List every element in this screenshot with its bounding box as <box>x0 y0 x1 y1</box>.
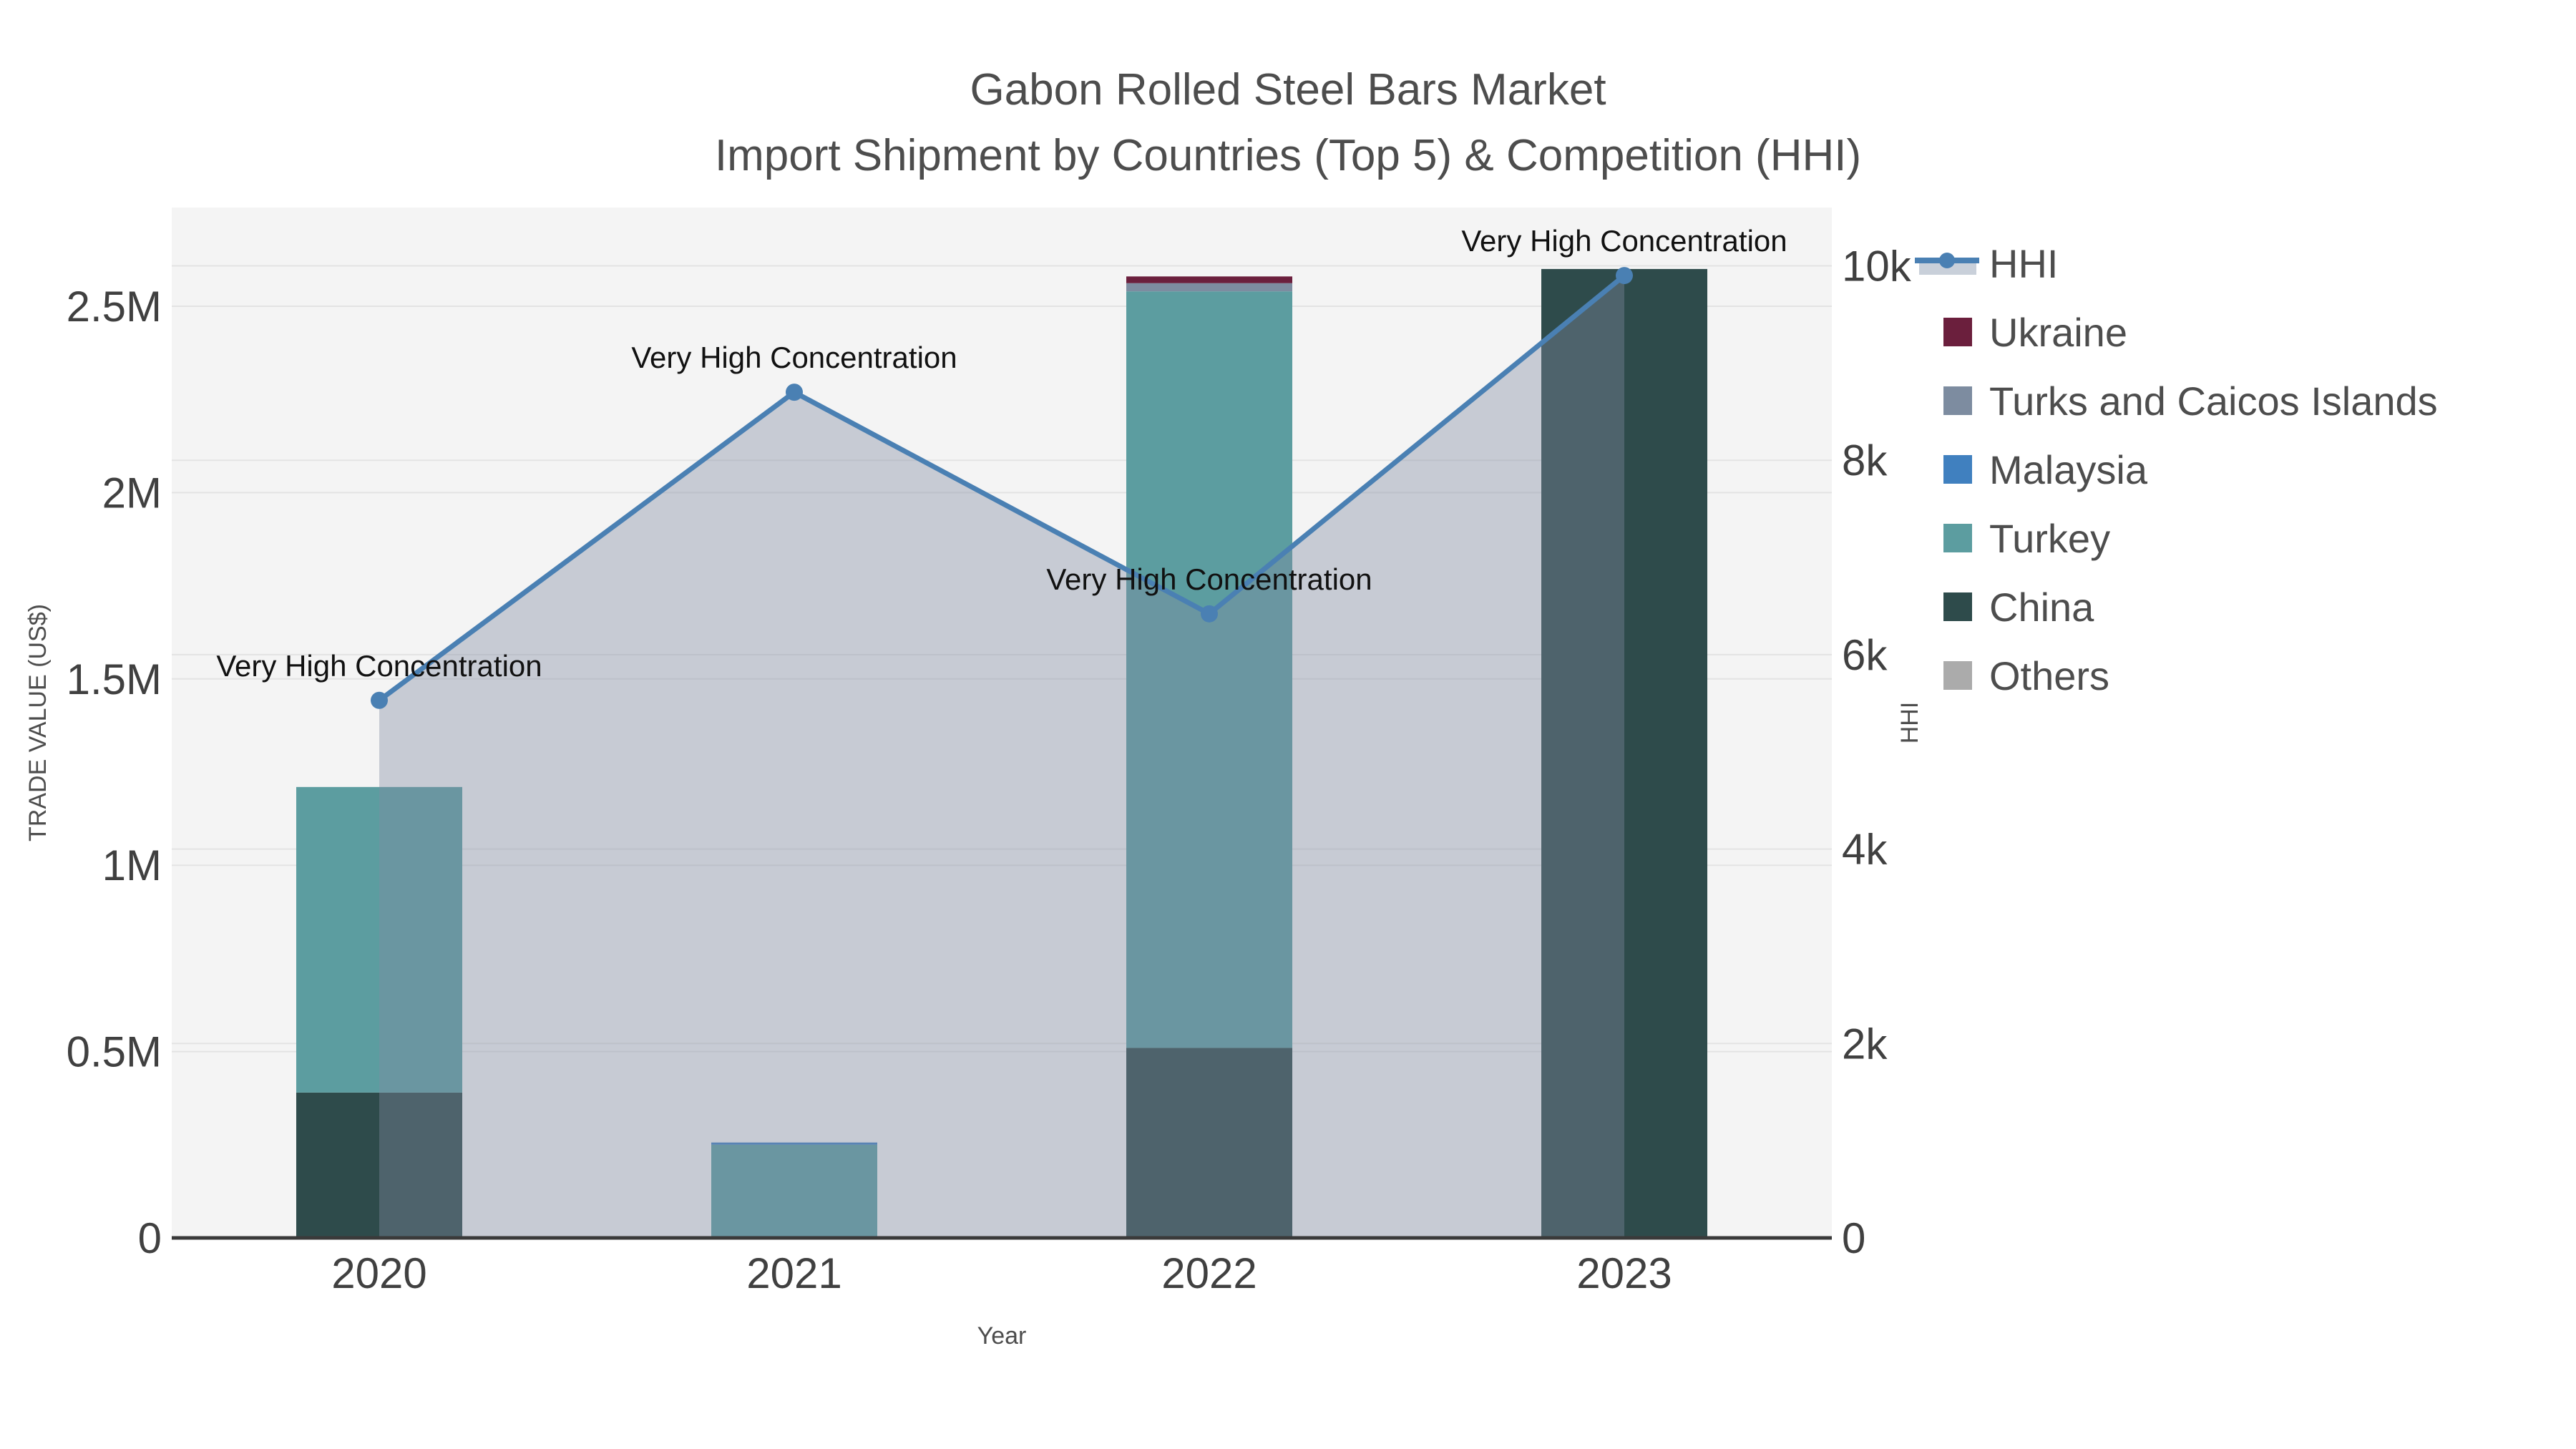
x-axis-title: Year <box>977 1322 1027 1350</box>
legend-label: China <box>1989 585 2094 630</box>
hhi-line <box>377 273 1626 703</box>
bar-segment-china-2020 <box>296 1092 462 1238</box>
legend-item-ukraine[interactable]: Ukraine <box>1943 310 2127 355</box>
left-axis-tick-1M: 1M <box>102 841 162 889</box>
legend-label: Malaysia <box>1989 447 2148 492</box>
legend-label: HHI <box>1989 241 2058 286</box>
left-axis-tick-0: 0 <box>138 1214 162 1262</box>
legend: HHI Ukraine Turks and Caicos Islands Malays… <box>1915 241 2438 698</box>
hhi-marker-2023 <box>1616 267 1633 285</box>
hhi-area-fill <box>379 275 1624 1238</box>
right-axis-tick-8k: 8k <box>1842 436 1888 484</box>
left-axis-tick-1.5M: 1.5M <box>67 655 162 703</box>
x-axis-tick-2023: 2023 <box>1576 1249 1672 1297</box>
legend-color-swatch <box>1943 661 1972 690</box>
right-axis-tick-2k: 2k <box>1842 1020 1888 1068</box>
legend-color-swatch <box>1943 318 1972 346</box>
right-axis-tick-0: 0 <box>1842 1214 1865 1262</box>
axis-tick-labels: 0 0.5M 1M 1.5M 2M 2.5M 0 2k 4k 6k 8k 10k 2020 2021 202… <box>67 243 1912 1297</box>
annotation-2023: Very High Concentration <box>1461 224 1787 258</box>
legend-item-malaysia[interactable]: Malaysia <box>1943 447 2148 492</box>
chart-title-line1: Gabon Rolled Steel Bars Market <box>970 65 1606 114</box>
chart-title-line2: Import Shipment by Countries (Top 5) & C… <box>715 131 1861 180</box>
bar-segment-turkey-2021 <box>711 1144 877 1238</box>
right-axis-tick-6k: 6k <box>1842 631 1888 679</box>
legend-color-swatch <box>1943 455 1972 484</box>
legend-label: Turkey <box>1989 516 2110 561</box>
x-axis-tick-2022: 2022 <box>1161 1249 1257 1297</box>
hhi-marker-2020 <box>371 691 388 709</box>
annotation-2020: Very High Concentration <box>216 649 542 683</box>
right-axis-title: HHI <box>1896 702 1923 744</box>
legend-color-swatch <box>1943 524 1972 552</box>
hhi-marker-2021 <box>786 384 803 401</box>
bar-segment-turks-and-caicos-islands-2022 <box>1126 283 1292 292</box>
legend-color-swatch <box>1943 386 1972 415</box>
right-axis-tick-10k: 10k <box>1842 243 1912 291</box>
legend-color-swatch <box>1943 592 1972 621</box>
right-axis-tick-4k: 4k <box>1842 826 1888 874</box>
legend-item-turkey[interactable]: Turkey <box>1943 516 2110 561</box>
legend-label: Turks and Caicos Islands <box>1989 379 2438 424</box>
stacked-bars <box>296 268 1707 1238</box>
legend-item-turks-and-caicos-islands[interactable]: Turks and Caicos Islands <box>1943 379 2438 424</box>
bar-segment-turkey-2022 <box>1126 291 1292 1048</box>
annotation-2021: Very High Concentration <box>631 341 957 374</box>
bar-segment-ukraine-2022 <box>1126 276 1292 283</box>
legend-hhi-marker-swatch <box>1939 253 1955 268</box>
legend-label: Others <box>1989 653 2109 698</box>
legend-item-china[interactable]: China <box>1943 585 2094 630</box>
left-axis-title: TRADE VALUE (US$) <box>24 604 52 841</box>
bar-segment-china-2023 <box>1541 268 1707 1238</box>
left-axis-tick-2M: 2M <box>102 469 162 517</box>
x-axis-tick-2021: 2021 <box>746 1249 841 1297</box>
hhi-line-layer <box>371 267 1633 1238</box>
x-axis-tick-2020: 2020 <box>331 1249 426 1297</box>
bar-segment-china-2022 <box>1126 1048 1292 1238</box>
bar-segment-malaysia-2021 <box>711 1142 877 1145</box>
legend-item-others[interactable]: Others <box>1943 653 2109 698</box>
legend-item-hhi[interactable]: HHI <box>1915 241 2058 286</box>
annotations: Very High Concentration Very High Concent… <box>216 224 1787 683</box>
left-axis-tick-0.5M: 0.5M <box>67 1028 162 1076</box>
legend-label: Ukraine <box>1989 310 2127 355</box>
left-axis-tick-2.5M: 2.5M <box>67 283 162 331</box>
hhi-marker-2022 <box>1201 605 1218 623</box>
bar-segment-turkey-2020 <box>296 786 462 1093</box>
annotation-2022: Very High Concentration <box>1046 562 1372 596</box>
